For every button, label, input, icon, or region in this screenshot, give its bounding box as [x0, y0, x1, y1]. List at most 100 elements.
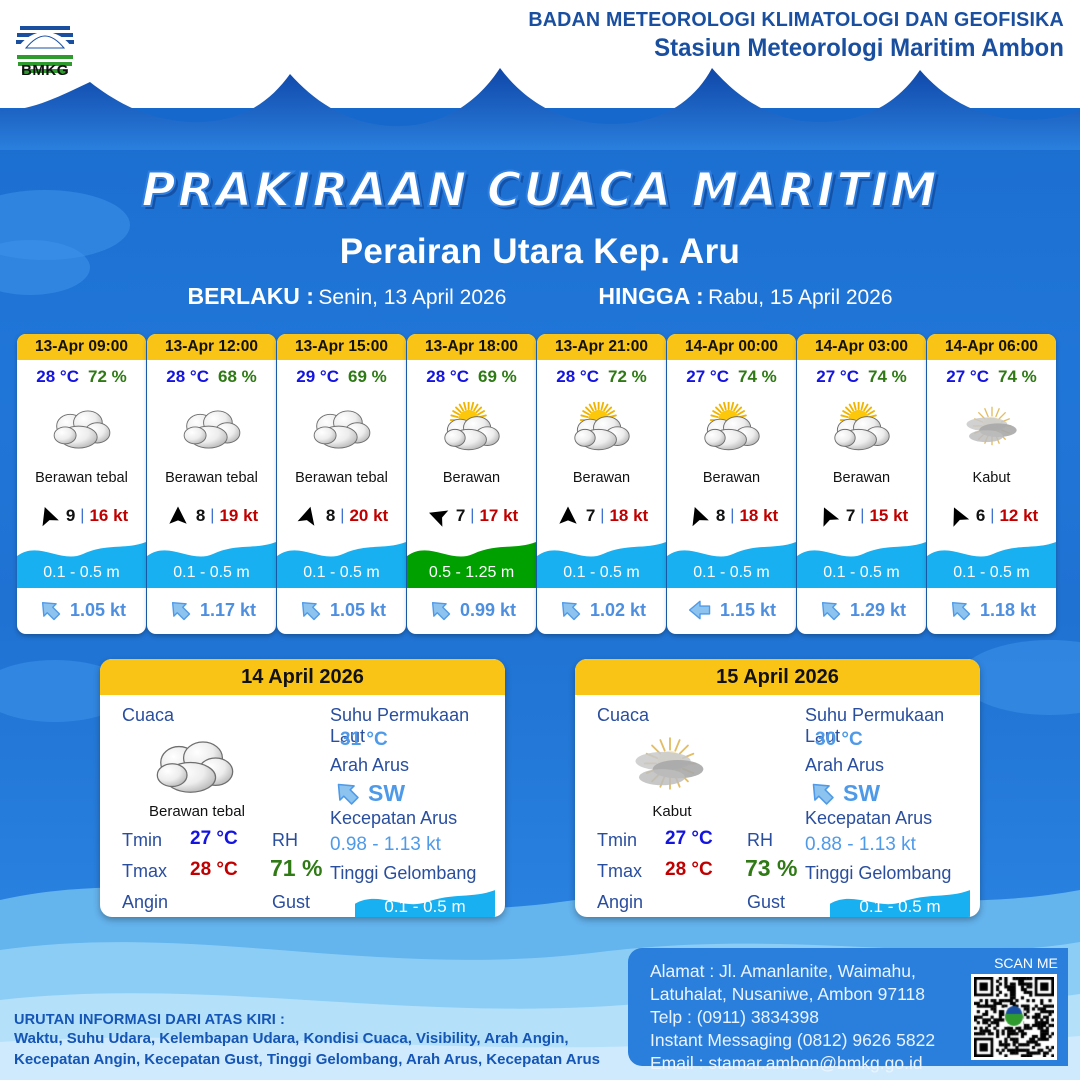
wind-speed-value: 19 kt [219, 506, 259, 525]
current-direction-arrow-icon [171, 601, 191, 621]
qr-code[interactable] [971, 974, 1057, 1060]
valid-from: BERLAKU : Senin, 13 April 2026 [187, 283, 506, 310]
tmax-value: 28 °C [665, 859, 713, 880]
forecast-card-time: 14-Apr 03:00 [797, 334, 926, 360]
forecast-card-time: 13-Apr 18:00 [407, 334, 536, 360]
tmin-label: Tmin [122, 830, 162, 850]
air-temperature: 28 °C [426, 367, 469, 386]
wave-band-wrap [537, 534, 666, 588]
wind-row: 9 | 16 kt [17, 490, 146, 542]
rh-label: RH [747, 830, 773, 850]
forecast-card[interactable]: 13-Apr 21:00 28 °C 72 % Berawan 7 | 18 k… [537, 334, 666, 634]
gust-label: Gust [747, 892, 786, 912]
separator: | [860, 507, 865, 524]
wave-band-wrap [17, 534, 146, 588]
wind-direction-arrow-icon [297, 506, 315, 526]
valid-from-label: BERLAKU : [187, 283, 314, 309]
arah-arus-label: Arah Arus [330, 755, 410, 775]
contact-address-line2: Latuhalat, Nusaniwe, Ambon 97118 [650, 984, 926, 1005]
wave-height-value: 0.1 - 0.5 m [953, 564, 1030, 581]
daily-summary-panel[interactable]: 15 April 2026 Cuaca Kabut Tmin 27 °C Tma… [575, 659, 980, 917]
tinggi-gelombang-label: Tinggi Gelombang [330, 863, 477, 883]
separator: | [470, 507, 475, 524]
forecast-card-temp-hum: 27 °C 74 % [667, 360, 796, 392]
daily-weather-icon-wrap [605, 731, 735, 803]
wind-direction-arrow-icon [692, 507, 709, 527]
current-row: 1.18 kt [927, 590, 1056, 630]
wind-speed-value: 12 kt [999, 506, 1039, 525]
rh-label: RH [272, 830, 298, 850]
wave-height-band [407, 542, 536, 588]
air-temperature: 27 °C [816, 367, 859, 386]
weather-condition-icon-wrap [277, 392, 406, 466]
cloudy-thick-icon [183, 409, 240, 449]
gust-label: Gust [272, 892, 311, 912]
daily-condition-text: Berawan tebal [149, 803, 245, 820]
current-direction-arrow-icon [431, 601, 451, 621]
forecast-card-time: 14-Apr 06:00 [927, 334, 1056, 360]
sst-value: 31 °C [340, 729, 388, 750]
forecast-card-temp-hum: 27 °C 74 % [797, 360, 926, 392]
wave-height-band [17, 542, 146, 588]
separator: | [730, 507, 735, 524]
forecast-card[interactable]: 14-Apr 03:00 27 °C 74 % Berawan 7 | 15 k… [797, 334, 926, 634]
current-row: 0.99 kt [407, 590, 536, 630]
wave-height-band [147, 542, 276, 588]
arah-arus-value: SW [368, 779, 406, 806]
wave-height-value: 0.1 - 0.5 m [563, 564, 640, 581]
agency-name-line2: Stasiun Meteorologi Maritim Ambon [654, 34, 1064, 62]
daily-wave-band [355, 885, 495, 917]
current-direction-arrow-icon [951, 601, 971, 621]
wind-row: 7 | 17 kt [407, 490, 536, 542]
bmkg-logo-icon [15, 11, 75, 73]
wind-speed-value: 17 kt [479, 506, 519, 525]
wind-speed-value: 20 kt [349, 506, 389, 525]
separator: | [340, 507, 345, 524]
forecast-card-time: 13-Apr 21:00 [537, 334, 666, 360]
wind-direction-arrow-icon [953, 507, 969, 527]
relative-humidity: 72 % [607, 367, 647, 386]
cloudy-thick-icon [53, 409, 110, 449]
wind-speed-value: 18 kt [609, 506, 649, 525]
forecast-card[interactable]: 14-Apr 06:00 27 °C 74 % Kabut 6 | 12 kt … [927, 334, 1056, 634]
valid-from-value: Senin, 13 April 2026 [318, 286, 507, 309]
tinggi-gelombang-value: 0.1 - 0.5 m [859, 897, 941, 916]
wave-height-value: 0.1 - 0.5 m [303, 564, 380, 581]
current-speed-value: 1.05 kt [69, 599, 127, 620]
weather-condition-icon-wrap [667, 392, 796, 466]
relative-humidity: 68 % [217, 367, 257, 386]
forecast-card-time: 13-Apr 12:00 [147, 334, 276, 360]
forecast-card-time: 13-Apr 09:00 [17, 334, 146, 360]
daily-summary-panel[interactable]: 14 April 2026 Cuaca Berawan tebal Tmin 2… [100, 659, 505, 917]
tmin-value: 27 °C [190, 828, 238, 849]
page-subtitle: Perairan Utara Kep. Aru [339, 232, 741, 271]
current-direction-arrow-icon [561, 601, 581, 621]
sst-label: Suhu Permukaan Laut [805, 705, 945, 746]
wave-shape [355, 890, 495, 917]
rh-value: 73 % [745, 855, 798, 881]
wave-height-value: 0.1 - 0.5 m [173, 564, 250, 581]
forecast-card[interactable]: 13-Apr 12:00 28 °C 68 % Berawan tebal 8 … [147, 334, 276, 634]
current-speed-value: 1.17 kt [199, 599, 257, 620]
wind-row: 7 | 15 kt [797, 490, 926, 542]
wave-height-band [537, 542, 666, 588]
wind-direction-arrow-icon [559, 506, 577, 524]
separator: | [80, 507, 85, 524]
forecast-card[interactable]: 14-Apr 00:00 27 °C 74 % Berawan 8 | 18 k… [667, 334, 796, 634]
forecast-card[interactable]: 13-Apr 09:00 28 °C 72 % Berawan tebal 9 … [17, 334, 146, 634]
legend-block: URUTAN INFORMASI DARI ATAS KIRI : Waktu,… [14, 1012, 600, 1071]
sst-value: 30 °C [815, 729, 863, 750]
daily-panel-date: 14 April 2026 [100, 659, 505, 695]
visibility-value: 7 [845, 506, 856, 525]
visibility-value: 7 [585, 506, 596, 525]
weather-condition-text: Berawan [572, 470, 631, 486]
tmax-label: Tmax [597, 861, 642, 881]
valid-to-value: Rabu, 15 April 2026 [708, 286, 893, 309]
forecast-card[interactable]: 13-Apr 15:00 29 °C 69 % Berawan tebal 8 … [277, 334, 406, 634]
wind-direction-arrow-icon [42, 507, 59, 527]
visibility-value: 6 [975, 506, 986, 525]
wave-height-band [277, 542, 406, 588]
wind-direction-arrow-icon [428, 510, 449, 527]
wave-band-wrap [667, 534, 796, 588]
forecast-card[interactable]: 13-Apr 18:00 28 °C 69 % Berawan 7 | 17 k… [407, 334, 536, 634]
